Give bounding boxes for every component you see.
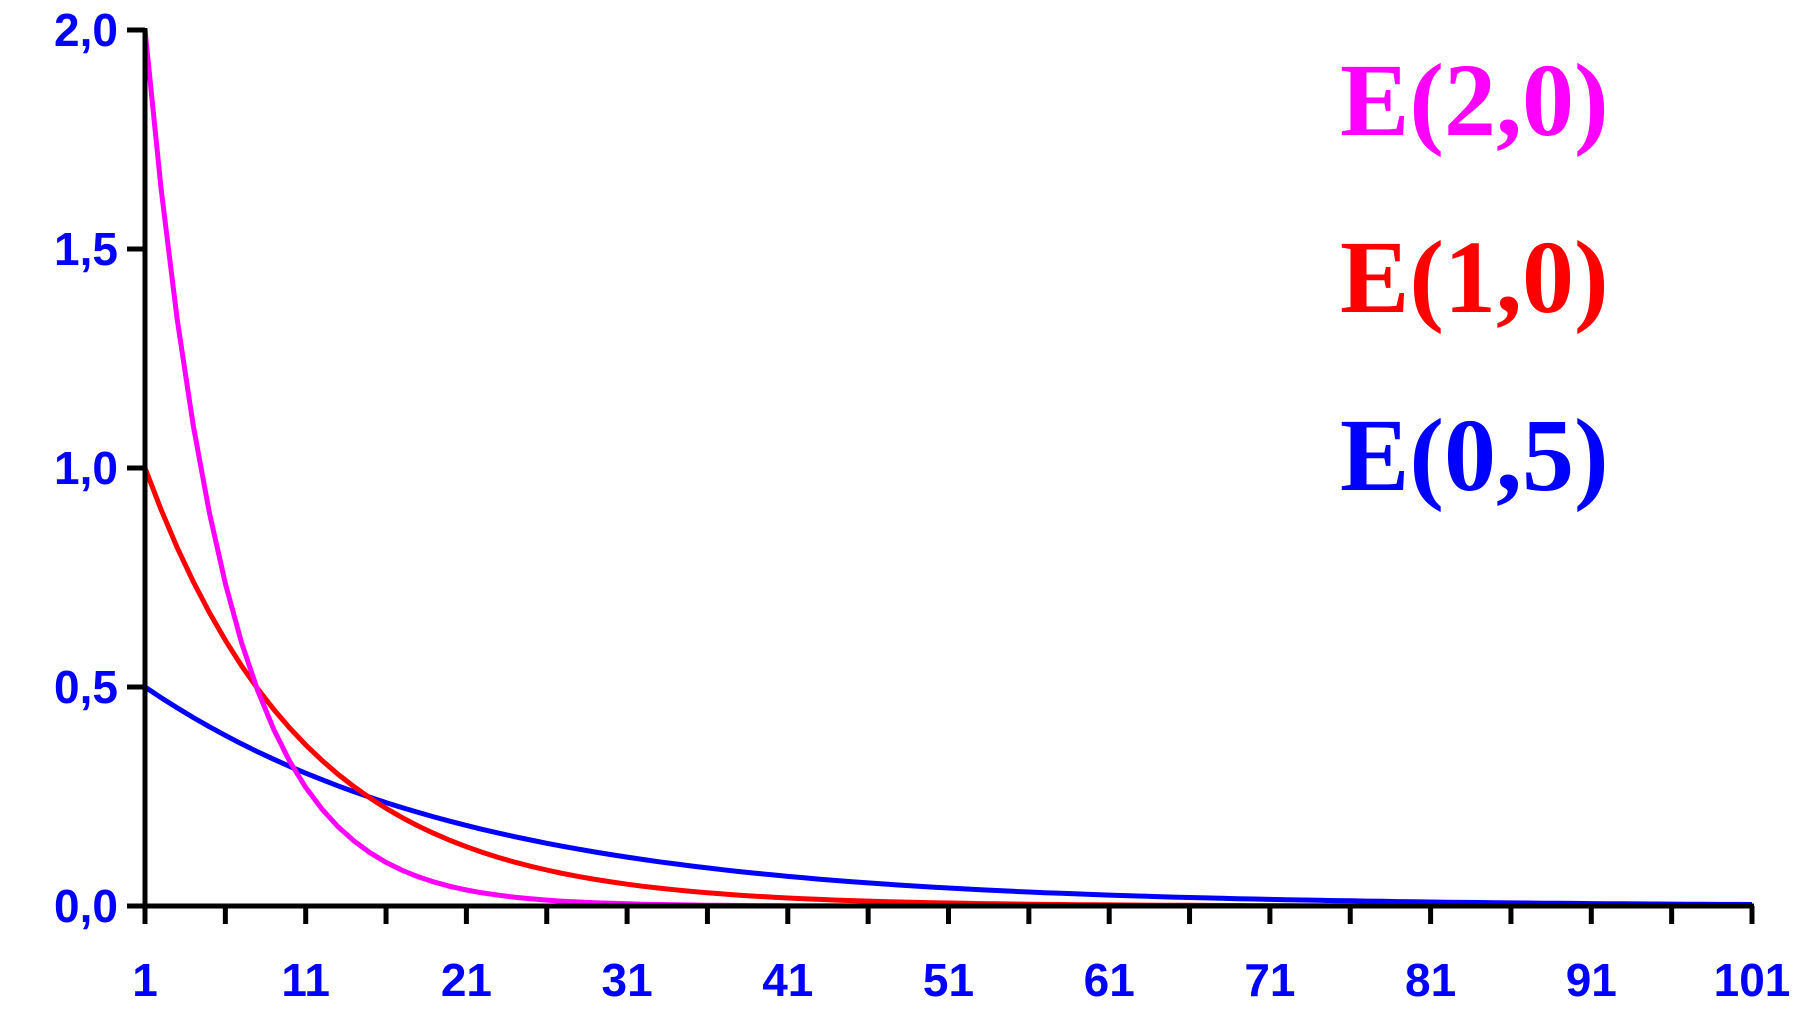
y-tick-label: 1,0 xyxy=(54,442,118,494)
y-tick-label: 0,5 xyxy=(54,661,118,713)
ticks: 0,00,51,01,52,01 11 21 31 41 51 61 71 81 91 101 xyxy=(54,4,1790,1006)
y-tick-label: 2,0 xyxy=(54,4,118,56)
x-tick-label: 81 xyxy=(1405,954,1456,1006)
x-tick-label: 1 xyxy=(132,954,158,1006)
y-tick-label: 1,5 xyxy=(54,223,118,275)
legend: E(2,0) E(1,0) E(0,5) xyxy=(1340,43,1609,513)
x-tick-label: 71 xyxy=(1244,954,1295,1006)
x-tick-label: 11 xyxy=(281,954,330,1006)
series-line-e-0-5 xyxy=(143,684,1753,907)
legend-entry: E(2,0) xyxy=(1340,43,1609,158)
legend-entry: E(1,0) xyxy=(1340,220,1609,335)
x-tick-label: 101 xyxy=(1714,954,1791,1006)
x-tick-label: 31 xyxy=(602,954,653,1006)
x-tick-label: 41 xyxy=(762,954,813,1006)
x-tick-label: 21 xyxy=(441,954,492,1006)
x-tick-label: 61 xyxy=(1084,954,1135,1006)
y-tick-label: 0,0 xyxy=(54,880,118,932)
series-line-e-1-0 xyxy=(142,467,1752,909)
x-tick-label: 91 xyxy=(1566,954,1617,1006)
legend-entry: E(0,5) xyxy=(1340,398,1609,513)
x-tick-label: 51 xyxy=(923,954,974,1006)
